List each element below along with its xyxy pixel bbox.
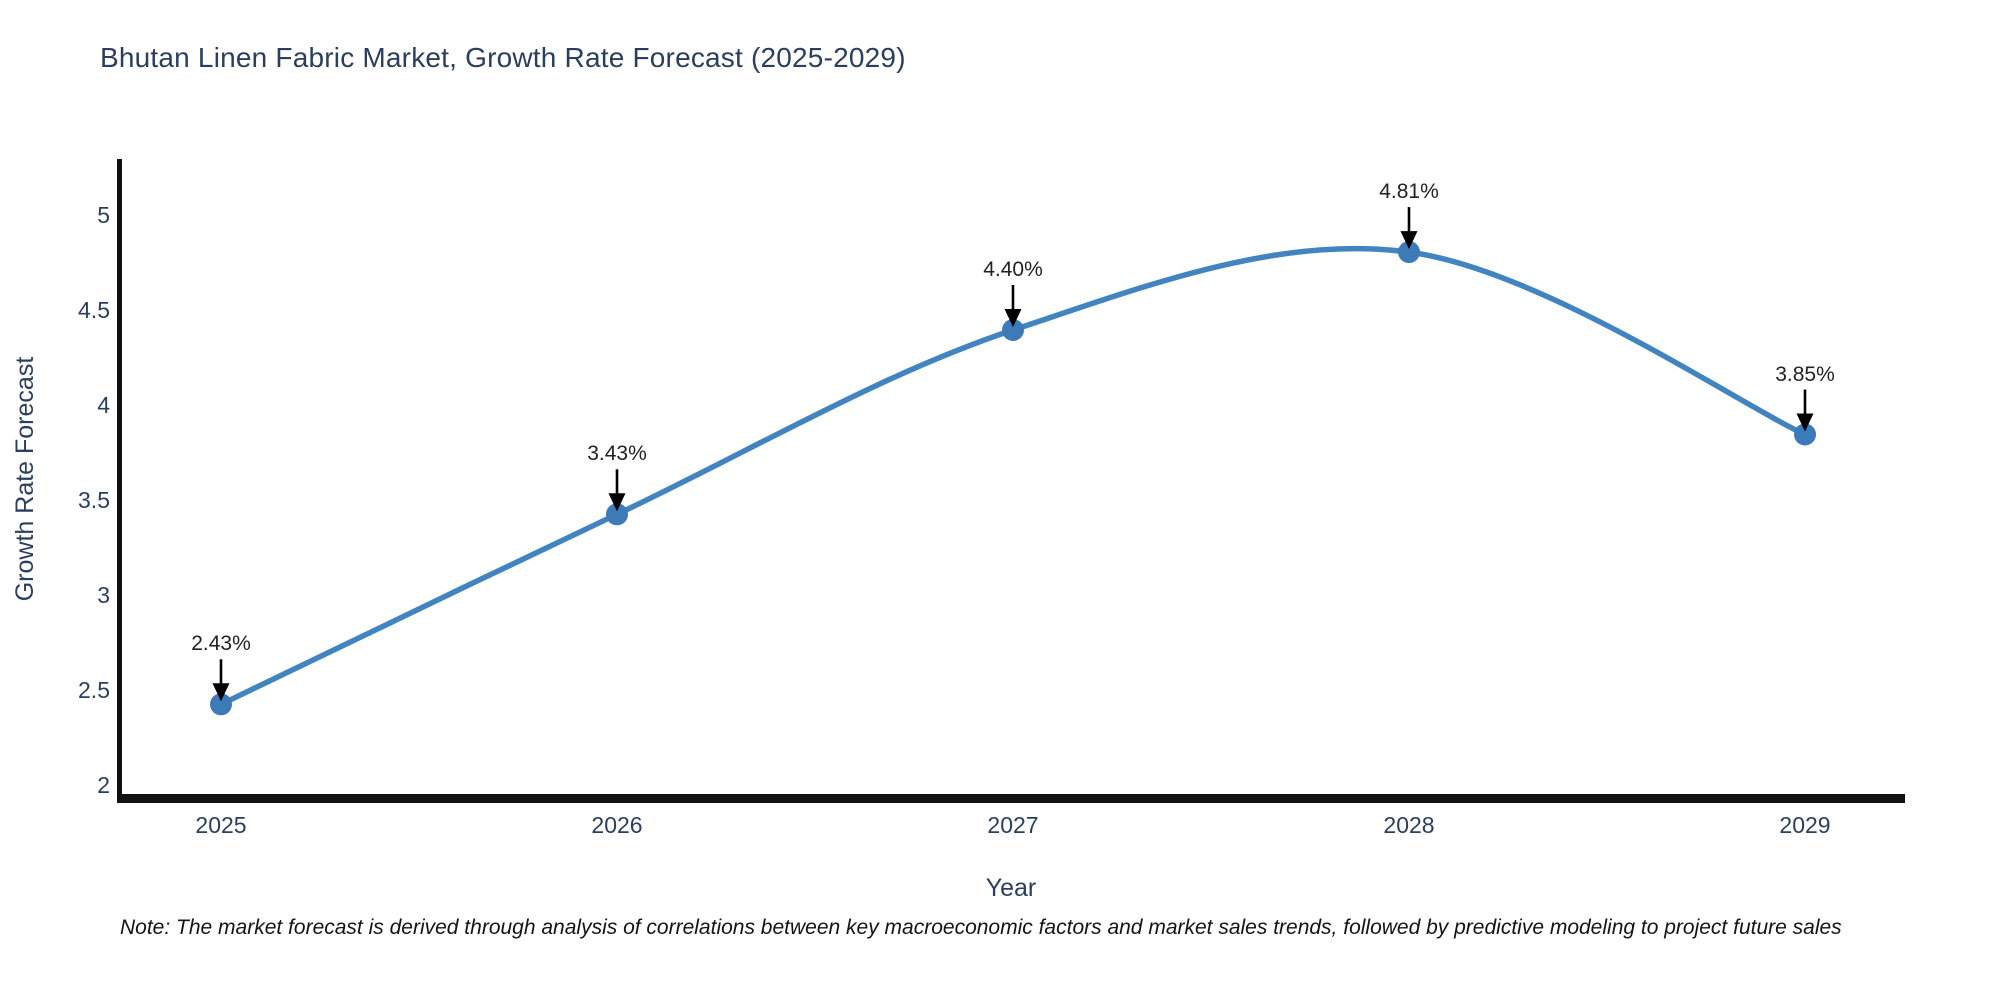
annotation-label: 4.81% bbox=[1379, 180, 1439, 204]
x-tick-label: 2028 bbox=[1383, 812, 1435, 838]
y-tick-label: 2 bbox=[97, 772, 110, 798]
data-point-marker bbox=[606, 503, 628, 526]
y-axis-line bbox=[117, 159, 122, 803]
data-point-marker bbox=[1002, 319, 1024, 341]
x-tick-label: 2025 bbox=[195, 812, 247, 838]
x-tick-label: 2026 bbox=[591, 812, 643, 838]
data-point-marker bbox=[210, 693, 232, 716]
y-tick-label: 3.5 bbox=[78, 487, 110, 513]
annotation-label: 4.40% bbox=[983, 258, 1043, 281]
x-axis-title: Year bbox=[985, 874, 1037, 902]
annotation-arrowhead bbox=[212, 683, 230, 702]
annotation-arrowhead bbox=[1004, 309, 1022, 327]
annotation-arrowhead bbox=[1796, 413, 1814, 432]
chart-title: Bhutan Linen Fabric Market, Growth Rate … bbox=[100, 42, 906, 73]
annotation-label: 3.85% bbox=[1775, 362, 1835, 386]
annotation-arrowhead bbox=[608, 493, 626, 512]
x-tick-label: 2027 bbox=[987, 812, 1039, 838]
annotation-label: 2.43% bbox=[191, 632, 251, 656]
y-tick-label: 4.5 bbox=[78, 297, 110, 323]
y-tick-label: 3 bbox=[97, 582, 110, 608]
footnote: Note: The market forecast is derived thr… bbox=[120, 916, 1842, 939]
data-point-marker bbox=[1398, 241, 1420, 264]
x-axis-line bbox=[117, 794, 1905, 803]
x-tick-label: 2029 bbox=[1779, 812, 1831, 838]
data-point-marker bbox=[1794, 423, 1816, 446]
y-tick-label: 5 bbox=[97, 202, 110, 228]
y-tick-label: 4 bbox=[97, 392, 110, 418]
annotation-label: 3.43% bbox=[587, 442, 647, 466]
annotation-arrowhead bbox=[1400, 231, 1418, 250]
y-tick-label: 2.5 bbox=[78, 677, 110, 703]
